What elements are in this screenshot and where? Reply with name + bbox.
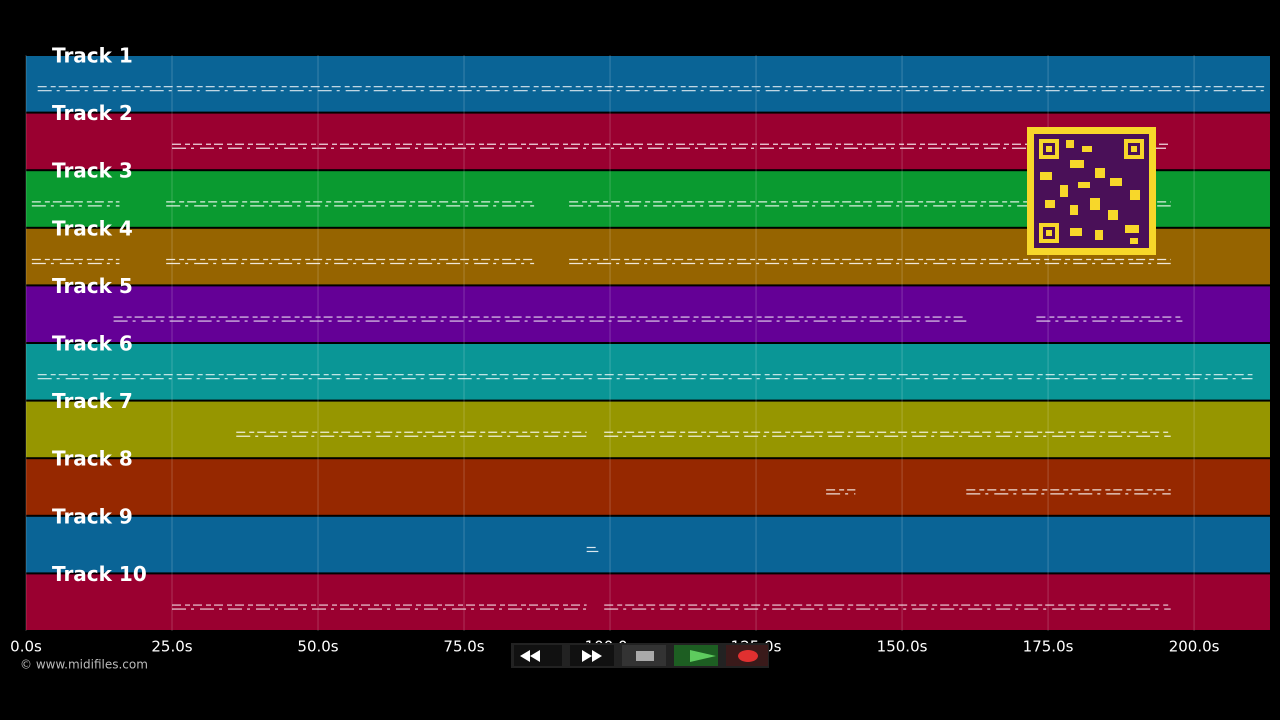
note-span [1036, 316, 1183, 322]
note-span [166, 201, 535, 207]
note-span [172, 604, 587, 610]
track-label: Track 10 [52, 562, 147, 586]
track-band [26, 401, 1270, 458]
note-span [236, 431, 587, 437]
note-span [604, 431, 1171, 437]
note-span [569, 201, 1171, 207]
note-span [37, 374, 1253, 380]
track-label: Track 2 [52, 101, 133, 125]
notes [31, 86, 1265, 610]
note-span [37, 86, 1265, 92]
note-span [604, 604, 1171, 610]
track-label: Track 4 [52, 216, 133, 240]
track-label: Track 1 [52, 44, 133, 68]
note-span [172, 143, 1171, 149]
note-span [113, 316, 967, 322]
transport-controls [511, 643, 769, 668]
fast-forward-button[interactable] [570, 645, 614, 666]
track-label: Track 9 [52, 504, 133, 528]
tick-label: 150.0s [877, 638, 928, 656]
qr-code [1027, 127, 1156, 255]
copyright: © www.midifiles.com [20, 658, 148, 672]
rewind-button[interactable] [514, 645, 562, 666]
stop-button[interactable] [622, 645, 666, 666]
track-band [26, 574, 1270, 630]
track-band [26, 344, 1270, 400]
track-band [26, 459, 1270, 515]
note-span [826, 489, 856, 495]
note-span [166, 258, 535, 265]
track-labels: Track 1 Track 2 Track 3 Track 4 Track 5 Track… [52, 44, 147, 586]
track-label: Track 8 [52, 447, 133, 471]
record-button[interactable] [726, 645, 768, 666]
note-span [31, 258, 120, 265]
tick-label: 50.0s [297, 638, 338, 656]
track-band [26, 286, 1270, 342]
note-span [966, 489, 1171, 495]
track-band [26, 56, 1270, 112]
tick-label: 0.0s [10, 638, 42, 656]
track-label: Track 5 [52, 274, 133, 298]
tick-label: 75.0s [443, 638, 484, 656]
tick-label: 25.0s [151, 638, 192, 656]
track-label: Track 6 [52, 332, 133, 356]
play-button[interactable] [674, 645, 718, 666]
note-span [31, 201, 120, 207]
tick-label: 200.0s [1169, 638, 1220, 656]
grid [25, 55, 1195, 631]
note-span [586, 546, 599, 553]
tick-label: 175.0s [1023, 638, 1074, 656]
track-label: Track 3 [52, 159, 133, 183]
track-band [26, 516, 1270, 573]
note-span [569, 258, 1171, 265]
track-label: Track 7 [52, 389, 133, 413]
